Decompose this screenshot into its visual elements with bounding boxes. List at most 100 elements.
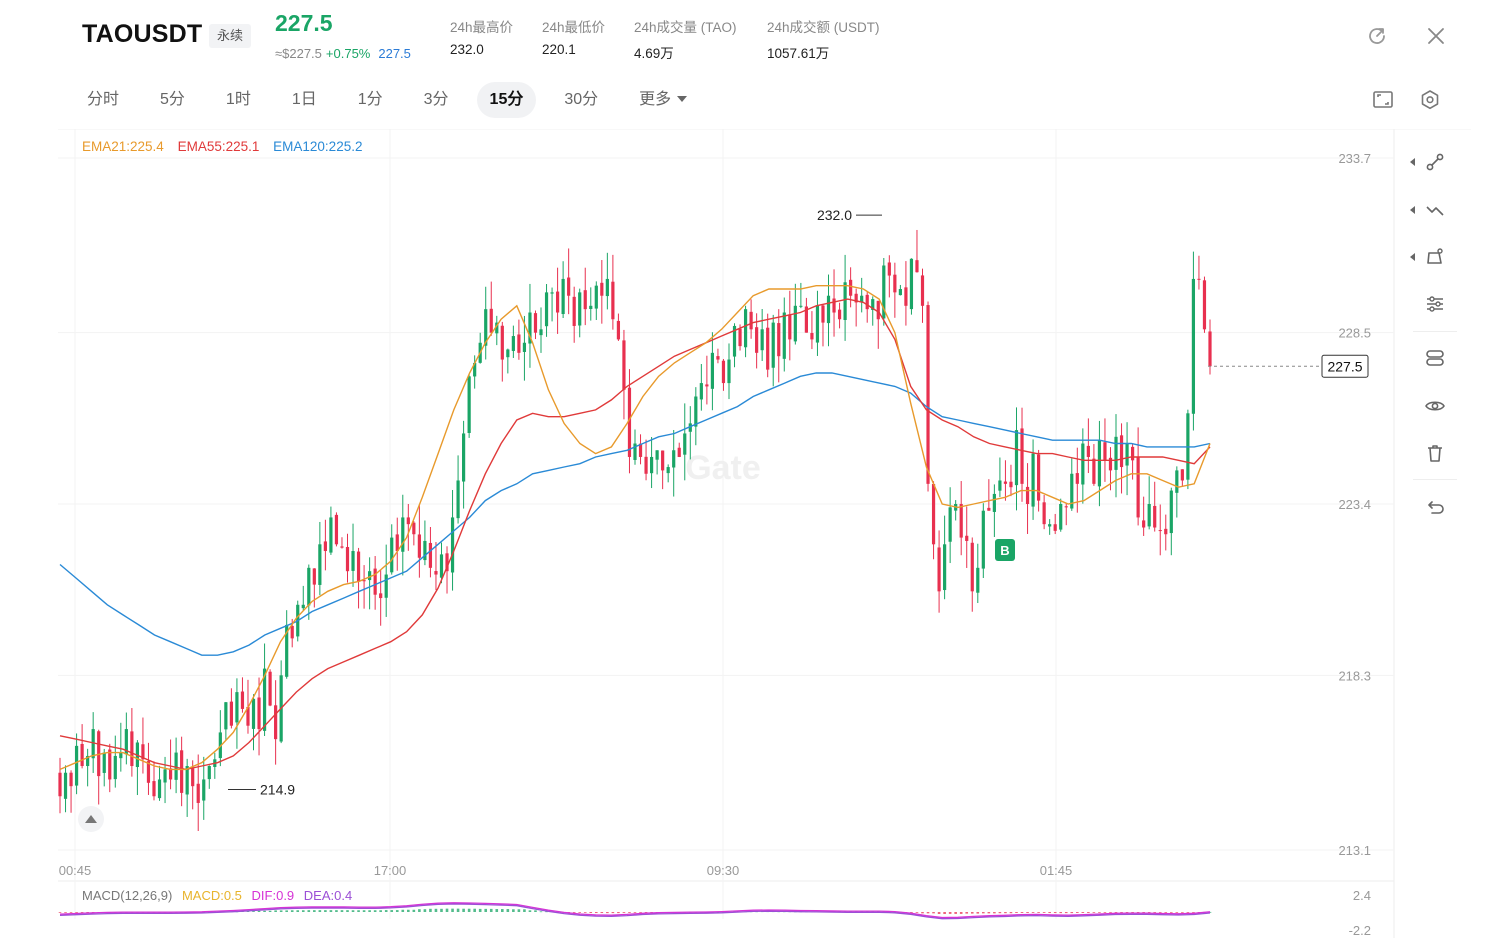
candle-body bbox=[229, 701, 233, 726]
shape-tool-icon[interactable] bbox=[1410, 240, 1452, 274]
macd-bar bbox=[346, 910, 349, 912]
candle-body bbox=[832, 298, 836, 313]
candle-body bbox=[550, 292, 554, 294]
candle-body bbox=[417, 534, 421, 558]
candle-body bbox=[920, 275, 925, 306]
fib-tool-icon[interactable] bbox=[1410, 193, 1452, 227]
candle-body bbox=[318, 544, 322, 585]
layers-icon[interactable] bbox=[1418, 341, 1452, 375]
macd-bar bbox=[1009, 912, 1013, 914]
candle-body bbox=[1202, 280, 1207, 330]
close-icon[interactable] bbox=[1422, 22, 1450, 50]
tab-1d[interactable]: 1日 bbox=[279, 82, 330, 118]
macd-bar bbox=[1070, 912, 1074, 914]
stat-label: 24h最高价 bbox=[450, 20, 514, 35]
macd-bar bbox=[644, 912, 648, 913]
macd-bar bbox=[451, 908, 454, 912]
price-change: +0.75% bbox=[325, 46, 371, 61]
ema55-label: EMA55:225.1 bbox=[177, 139, 260, 154]
tab-label: 分时 bbox=[87, 91, 120, 108]
candle-body bbox=[1086, 445, 1090, 457]
tab-15m[interactable]: 15分 bbox=[476, 82, 537, 118]
candle-body bbox=[257, 697, 261, 730]
refresh-icon[interactable] bbox=[1363, 22, 1391, 50]
expand-arrow-icon[interactable] bbox=[1410, 206, 1415, 214]
candle-body bbox=[274, 705, 278, 740]
macd-bar bbox=[440, 908, 443, 912]
macd-bar bbox=[617, 912, 620, 914]
candle-body bbox=[638, 443, 643, 457]
expand-arrow-icon[interactable] bbox=[1410, 253, 1415, 261]
tab-1h[interactable]: 1时 bbox=[213, 82, 264, 118]
undo-icon[interactable] bbox=[1418, 491, 1452, 525]
macd-bar bbox=[959, 912, 963, 914]
stat-high: 24h最高价 232.0 bbox=[450, 16, 513, 57]
candle-body bbox=[1064, 506, 1068, 508]
chart-settings-screen-icon[interactable] bbox=[1369, 86, 1397, 114]
candle-body bbox=[152, 781, 156, 797]
tab-label: 30分 bbox=[564, 91, 599, 108]
high-marker-label: 232.0 bbox=[817, 207, 852, 223]
candle-body bbox=[102, 752, 106, 773]
candle-body bbox=[522, 342, 527, 352]
tab-5m[interactable]: 5分 bbox=[147, 82, 198, 118]
stat-value: 232.0 bbox=[450, 42, 484, 57]
expand-arrow-icon[interactable] bbox=[1410, 158, 1415, 166]
macd-bar bbox=[80, 912, 84, 913]
macd-bar bbox=[987, 912, 991, 914]
macd-bar bbox=[1142, 912, 1145, 913]
macd-bar bbox=[1037, 912, 1040, 913]
eye-icon[interactable] bbox=[1418, 389, 1452, 423]
candle-body bbox=[738, 328, 742, 347]
macd-bar bbox=[418, 909, 421, 912]
candle-body bbox=[1070, 473, 1074, 509]
candle-body bbox=[815, 305, 820, 343]
trash-icon[interactable] bbox=[1418, 436, 1452, 470]
candle-body bbox=[329, 517, 333, 553]
candle-body bbox=[976, 567, 980, 593]
candle-body bbox=[810, 333, 814, 340]
x-axis-label: 00:45 bbox=[59, 863, 92, 878]
tab-30m[interactable]: 30分 bbox=[551, 82, 611, 118]
candle-body bbox=[489, 308, 493, 333]
line-tool-icon[interactable] bbox=[1410, 145, 1452, 179]
candle-body bbox=[163, 769, 167, 783]
gear-icon[interactable] bbox=[1416, 86, 1444, 114]
macd-bar bbox=[313, 910, 316, 912]
macd-bar bbox=[279, 910, 283, 912]
indicator-tool-icon[interactable] bbox=[1418, 287, 1452, 321]
macd-title: MACD(12,26,9) bbox=[82, 888, 173, 903]
tab-timeline[interactable]: 分时 bbox=[74, 82, 132, 118]
macd-bar bbox=[58, 912, 62, 913]
macd-bar bbox=[1158, 912, 1162, 913]
macd-bar bbox=[1109, 912, 1112, 913]
candle-body bbox=[1108, 457, 1113, 471]
tab-more[interactable]: 更多 bbox=[626, 82, 700, 118]
candle-body bbox=[992, 493, 996, 512]
candlestick-chart[interactable]: 233.7 228.5 223.4 218.3 213.1 00:45 17:00 09:30… bbox=[58, 129, 1471, 938]
symbol-title[interactable]: TAOUSDT bbox=[82, 20, 203, 48]
candle-body bbox=[1053, 524, 1057, 531]
toolbar-divider bbox=[1413, 331, 1457, 332]
candle-body bbox=[539, 329, 543, 336]
macd-bar bbox=[594, 912, 598, 914]
macd-bar bbox=[1125, 912, 1129, 913]
candle-body bbox=[931, 484, 936, 545]
macd-bar bbox=[517, 909, 521, 912]
current-price-label: 227.5 bbox=[1327, 358, 1362, 374]
tab-1m[interactable]: 1分 bbox=[345, 82, 396, 118]
macd-bar bbox=[285, 910, 288, 912]
macd-bar bbox=[915, 912, 919, 913]
macd-bar bbox=[1015, 912, 1018, 913]
tab-3m[interactable]: 3分 bbox=[411, 82, 462, 118]
stat-label: 24h最低价 bbox=[542, 20, 606, 35]
candle-body bbox=[882, 265, 886, 319]
stat-low: 24h最低价 220.1 bbox=[542, 16, 605, 57]
dif-line bbox=[59, 902, 1211, 919]
macd-bar bbox=[384, 910, 388, 912]
candle-body bbox=[1125, 443, 1129, 466]
candle-body bbox=[528, 312, 532, 344]
candle-body bbox=[782, 312, 786, 359]
chart-area[interactable]: 233.7 228.5 223.4 218.3 213.1 00:45 17:00 09:30… bbox=[58, 129, 1471, 938]
candle-body bbox=[63, 772, 68, 799]
